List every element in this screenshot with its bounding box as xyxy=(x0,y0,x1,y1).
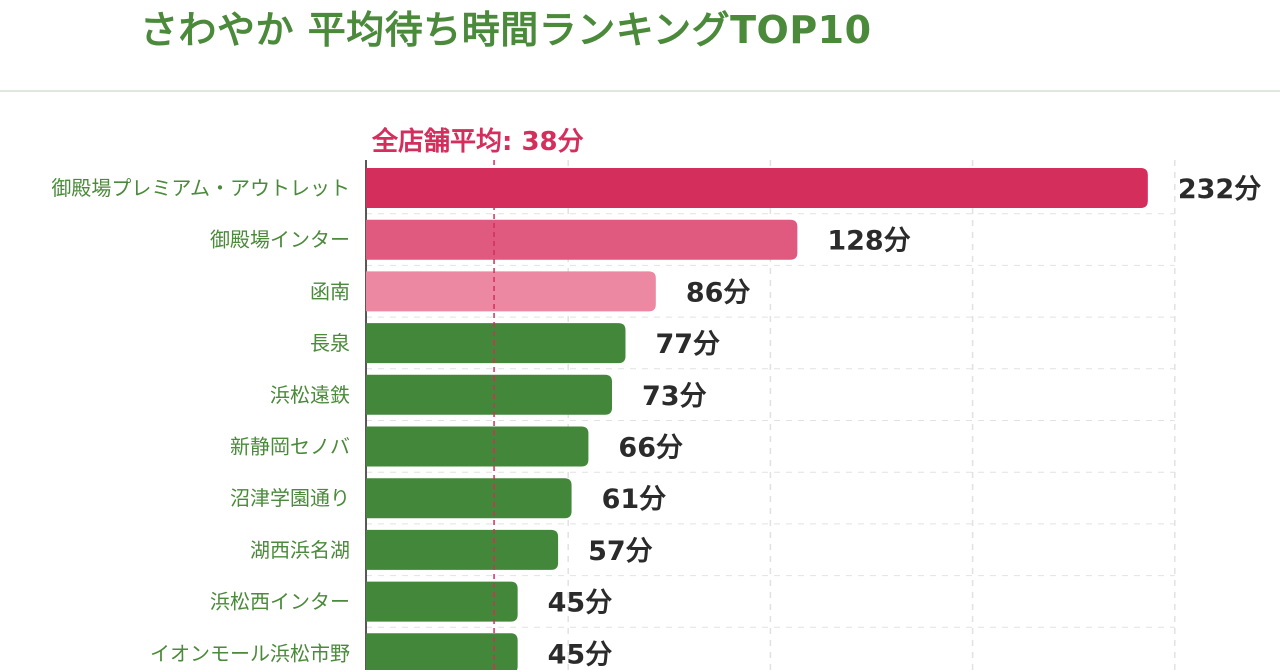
bar xyxy=(366,374,613,415)
value-label: 45分 xyxy=(548,639,613,670)
chart-title: さわやか 平均待ち時間ランキングTOP10 xyxy=(140,8,872,52)
bar xyxy=(366,323,626,364)
category-label: イオンモール浜松市野 xyxy=(150,641,350,665)
value-label: 73分 xyxy=(642,381,707,412)
value-label: 232分 xyxy=(1178,174,1261,205)
category-label: 沼津学園通り xyxy=(230,486,350,510)
value-label: 66分 xyxy=(618,433,683,464)
category-label: 御殿場インター xyxy=(210,228,350,252)
header-divider xyxy=(0,90,1280,92)
category-label: 浜松西インター xyxy=(210,590,350,614)
average-label: 全店舗平均: 38分 xyxy=(371,126,584,157)
value-label: 77分 xyxy=(655,329,720,360)
bar xyxy=(366,168,1148,208)
category-label: 御殿場プレミアム・アウトレット xyxy=(51,176,350,200)
category-label: 浜松遠鉄 xyxy=(270,383,350,407)
bar xyxy=(366,219,798,260)
bar xyxy=(366,581,518,622)
value-label: 128分 xyxy=(827,226,910,257)
value-label: 57分 xyxy=(588,536,653,567)
bar xyxy=(366,271,656,312)
category-label: 長泉 xyxy=(310,331,350,355)
category-label: 新静岡セノバ xyxy=(230,435,350,459)
bar xyxy=(366,426,589,467)
category-label: 函南 xyxy=(310,279,350,303)
bar xyxy=(366,478,572,519)
value-label: 61分 xyxy=(602,484,667,515)
value-label: 45分 xyxy=(548,588,613,619)
bar xyxy=(366,529,559,570)
bar xyxy=(366,633,518,670)
value-label: 86分 xyxy=(686,277,751,308)
category-label: 湖西浜名湖 xyxy=(250,538,350,562)
